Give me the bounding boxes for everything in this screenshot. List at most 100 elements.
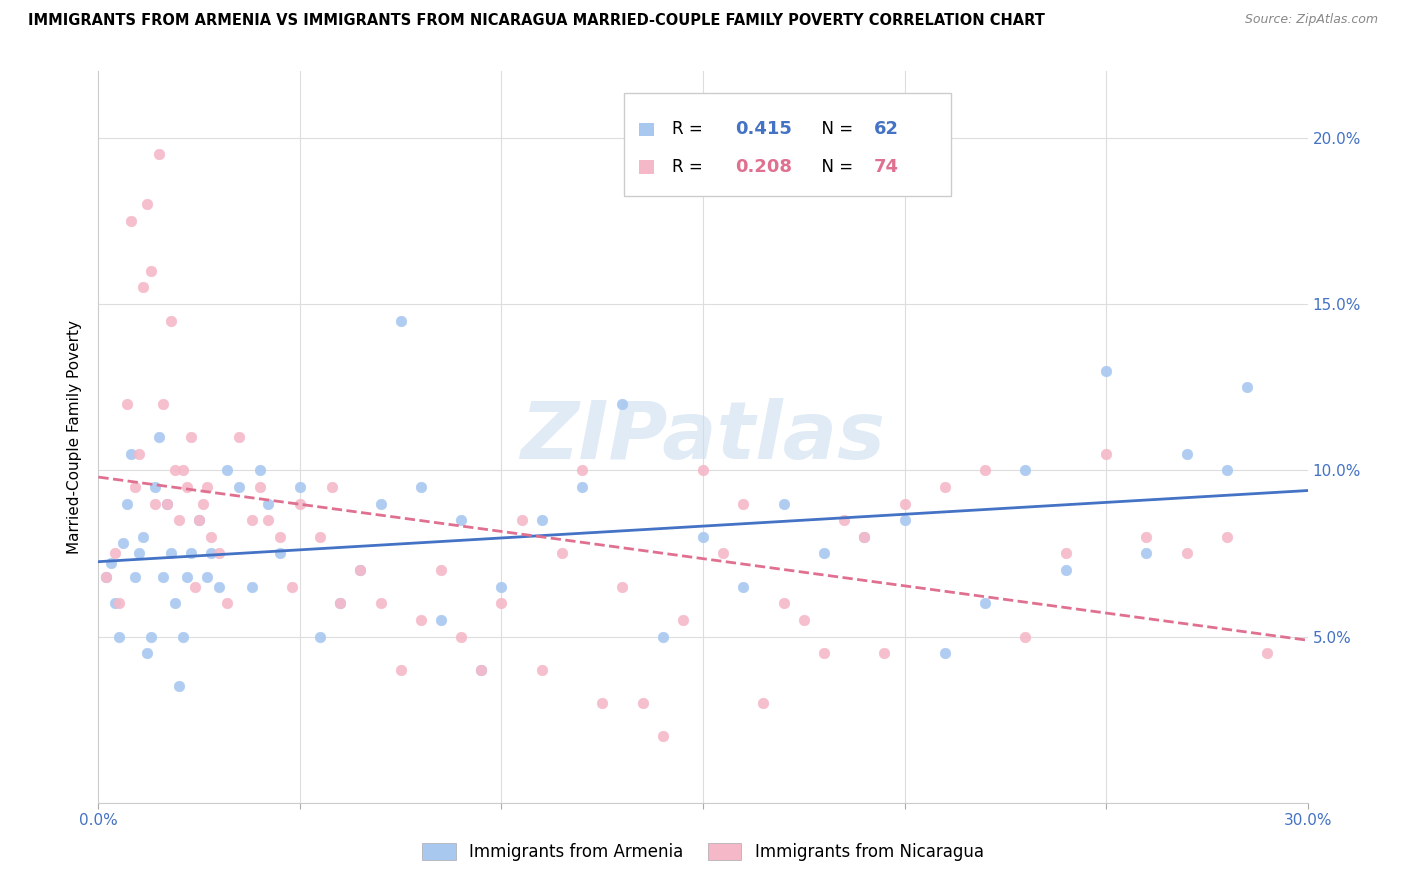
Point <box>132 530 155 544</box>
Point <box>240 580 263 594</box>
Point <box>156 497 179 511</box>
Point <box>450 630 472 644</box>
Point <box>530 513 553 527</box>
Point <box>793 613 815 627</box>
Point <box>612 580 634 594</box>
Point <box>167 513 190 527</box>
Point <box>143 480 166 494</box>
Point <box>389 663 412 677</box>
Point <box>752 696 775 710</box>
Point <box>631 696 654 710</box>
Point <box>188 513 211 527</box>
Point <box>135 197 157 211</box>
Point <box>733 497 755 511</box>
Point <box>269 530 291 544</box>
Point <box>309 630 332 644</box>
Point <box>651 630 673 644</box>
Point <box>389 314 412 328</box>
Text: R =: R = <box>672 120 709 138</box>
Point <box>309 530 332 544</box>
Point <box>193 497 215 511</box>
Point <box>772 497 794 511</box>
Point <box>692 530 714 544</box>
Point <box>692 463 714 477</box>
Point <box>115 397 138 411</box>
Point <box>1095 447 1118 461</box>
Point <box>139 264 162 278</box>
FancyBboxPatch shape <box>638 161 654 174</box>
Point <box>1216 463 1239 477</box>
Point <box>135 646 157 660</box>
Point <box>288 480 311 494</box>
Point <box>200 546 222 560</box>
Point <box>200 530 222 544</box>
Point <box>115 497 138 511</box>
Point <box>208 546 231 560</box>
Point <box>249 480 271 494</box>
Point <box>107 630 129 644</box>
Point <box>111 536 134 550</box>
Text: R =: R = <box>672 158 709 176</box>
Point <box>974 596 997 610</box>
Point <box>269 546 291 560</box>
Point <box>163 463 186 477</box>
Point <box>100 557 122 571</box>
Point <box>1216 530 1239 544</box>
Text: Source: ZipAtlas.com: Source: ZipAtlas.com <box>1244 13 1378 27</box>
Point <box>156 497 179 511</box>
Text: 0.415: 0.415 <box>735 120 792 138</box>
Point <box>409 613 432 627</box>
Legend: Immigrants from Armenia, Immigrants from Nicaragua: Immigrants from Armenia, Immigrants from… <box>416 836 990 868</box>
Point <box>1014 463 1036 477</box>
Point <box>571 463 593 477</box>
Point <box>470 663 492 677</box>
Point <box>832 513 855 527</box>
Point <box>370 596 392 610</box>
Text: IMMIGRANTS FROM ARMENIA VS IMMIGRANTS FROM NICARAGUA MARRIED-COUPLE FAMILY POVER: IMMIGRANTS FROM ARMENIA VS IMMIGRANTS FR… <box>28 13 1045 29</box>
Point <box>160 546 183 560</box>
Point <box>128 447 150 461</box>
Point <box>128 546 150 560</box>
Point <box>180 430 202 444</box>
Point <box>430 613 453 627</box>
Point <box>934 480 956 494</box>
Point <box>103 596 125 610</box>
Point <box>510 513 533 527</box>
Point <box>188 513 211 527</box>
Point <box>256 513 278 527</box>
Point <box>853 530 876 544</box>
Point <box>180 546 202 560</box>
Point <box>172 463 194 477</box>
Point <box>853 530 876 544</box>
Point <box>551 546 574 560</box>
Point <box>934 646 956 660</box>
Point <box>321 480 343 494</box>
Y-axis label: Married-Couple Family Poverty: Married-Couple Family Poverty <box>67 320 83 554</box>
Point <box>1236 380 1258 394</box>
Point <box>208 580 231 594</box>
FancyBboxPatch shape <box>624 94 950 195</box>
Point <box>1014 630 1036 644</box>
Point <box>124 480 146 494</box>
Point <box>228 480 250 494</box>
Point <box>329 596 352 610</box>
Point <box>591 696 613 710</box>
Point <box>152 570 174 584</box>
Text: 0.208: 0.208 <box>735 158 792 176</box>
Point <box>772 596 794 610</box>
Point <box>530 663 553 677</box>
Point <box>1256 646 1278 660</box>
Point <box>143 497 166 511</box>
Point <box>1095 363 1118 377</box>
Point <box>217 463 239 477</box>
Point <box>288 497 311 511</box>
Point <box>132 280 155 294</box>
Point <box>873 646 896 660</box>
Text: 62: 62 <box>875 120 900 138</box>
Point <box>813 546 835 560</box>
Point <box>893 497 915 511</box>
Point <box>160 314 183 328</box>
Point <box>281 580 304 594</box>
Point <box>240 513 263 527</box>
Point <box>491 580 513 594</box>
